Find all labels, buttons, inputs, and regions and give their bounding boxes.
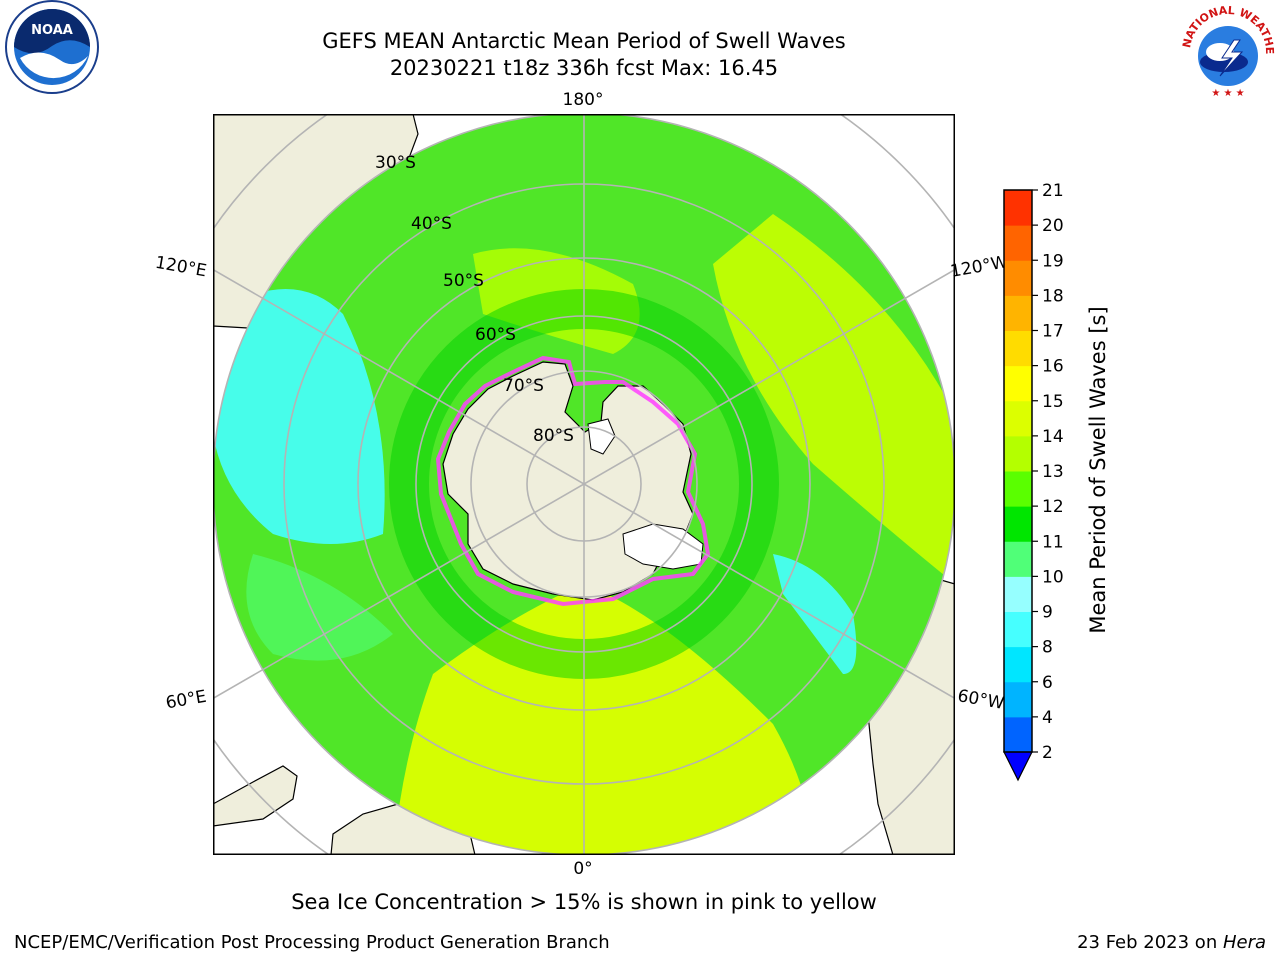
map-frame <box>213 114 955 855</box>
colorbar-tick-label: 19 <box>1042 251 1064 271</box>
lat-label-50s: 50°S <box>443 271 484 291</box>
colorbar-segment <box>1004 435 1032 472</box>
lon-label-60e: 60°E <box>164 687 208 714</box>
land-madagascar <box>213 765 298 827</box>
colorbar-tick-label: 16 <box>1042 357 1064 377</box>
colorbar-tick-label: 12 <box>1042 497 1064 517</box>
lon-label-120e: 120°E <box>154 253 208 282</box>
colorbar-tick-label: 20 <box>1042 216 1064 236</box>
colorbar-segment <box>1004 506 1032 542</box>
colorbar: 2 4 6 8 9 10 11 12 13 14 15 16 17 18 19 20 21 <box>1003 181 1064 782</box>
sea-ice-note: Sea Ice Concentration > 15% is shown in … <box>291 890 877 914</box>
colorbar-segment <box>1004 330 1032 367</box>
lat-label-40s: 40°S <box>411 214 452 234</box>
swell-zone-cyan-southamerica <box>773 554 857 674</box>
lon-label-0: 0° <box>573 859 592 879</box>
colorbar-segment <box>1004 295 1032 331</box>
chart-title: GEFS MEAN Antarctic Mean Period of Swell… <box>322 29 846 53</box>
swell-zone-cyan-west <box>213 289 385 544</box>
swell-zone-yellow-east <box>713 214 955 584</box>
colorbar-tick-label: 10 <box>1042 567 1064 587</box>
chart-subtitle: 20230221 t18z 336h fcst Max: 16.45 <box>389 56 779 80</box>
lat-label-80s: 80°S <box>533 426 574 446</box>
nws-logo: NATIONAL WEATHER SERVICE ★ ★ ★ <box>1176 0 1276 100</box>
colorbar-tick-label: 18 <box>1042 286 1064 306</box>
colorbar-segment <box>1004 576 1032 612</box>
colorbar-segment <box>1004 541 1032 577</box>
colorbar-tick-label: 13 <box>1042 462 1064 482</box>
graticule <box>213 114 955 855</box>
colorbar-tick-label: 2 <box>1042 743 1053 763</box>
colorbar-segment <box>1004 260 1032 296</box>
lat-label-70s: 70°S <box>503 376 544 396</box>
lon-label-180: 180° <box>563 90 604 110</box>
colorbar-tick-label: 17 <box>1042 322 1064 342</box>
colorbar-segment <box>1004 400 1032 437</box>
colorbar-tick-label: 21 <box>1042 181 1064 201</box>
colorbar-tick-label: 11 <box>1042 532 1064 552</box>
colorbar-segment <box>1004 611 1032 648</box>
credit-text: NCEP/EMC/Verification Post Processing Pr… <box>14 932 610 953</box>
noaa-logo-text: NOAA <box>31 23 73 38</box>
machine-name: Hera <box>1222 932 1266 953</box>
polar-map: 30°S 40°S 50°S 60°S 70°S 80°S <box>213 114 955 855</box>
colorbar-tick-label: 15 <box>1042 392 1064 412</box>
colorbar-label: Mean Period of Swell Waves [s] <box>1086 306 1110 634</box>
colorbar-tick-label: 9 <box>1042 603 1053 623</box>
lat-label-60s: 60°S <box>475 325 516 345</box>
colorbar-segment <box>1004 646 1032 683</box>
colorbar-tick-label: 14 <box>1042 427 1064 447</box>
colorbar-tick-label: 6 <box>1042 673 1053 693</box>
lat-label-30s: 30°S <box>375 153 416 173</box>
colorbar-segment <box>1004 190 1032 226</box>
colorbar-extend-triangle <box>1003 751 1033 782</box>
colorbar-tick-label: 4 <box>1042 708 1053 728</box>
colorbar-segment <box>1004 471 1032 507</box>
swell-zone-lightgreen <box>246 554 393 661</box>
date-text: 23 Feb 2023 on <box>1077 932 1223 953</box>
colorbar-segment <box>1004 716 1032 753</box>
colorbar-segment <box>1004 225 1032 261</box>
colorbar-tick-label: 8 <box>1042 638 1053 658</box>
sea-ice-edge <box>435 355 711 607</box>
date-stamp: 23 Feb 2023 on Hera <box>1077 932 1266 953</box>
svg-text:★ ★ ★: ★ ★ ★ <box>1211 88 1244 99</box>
noaa-logo: NOAA <box>5 0 99 94</box>
colorbar-segment <box>1004 681 1032 718</box>
colorbar-segment <box>1004 365 1032 402</box>
